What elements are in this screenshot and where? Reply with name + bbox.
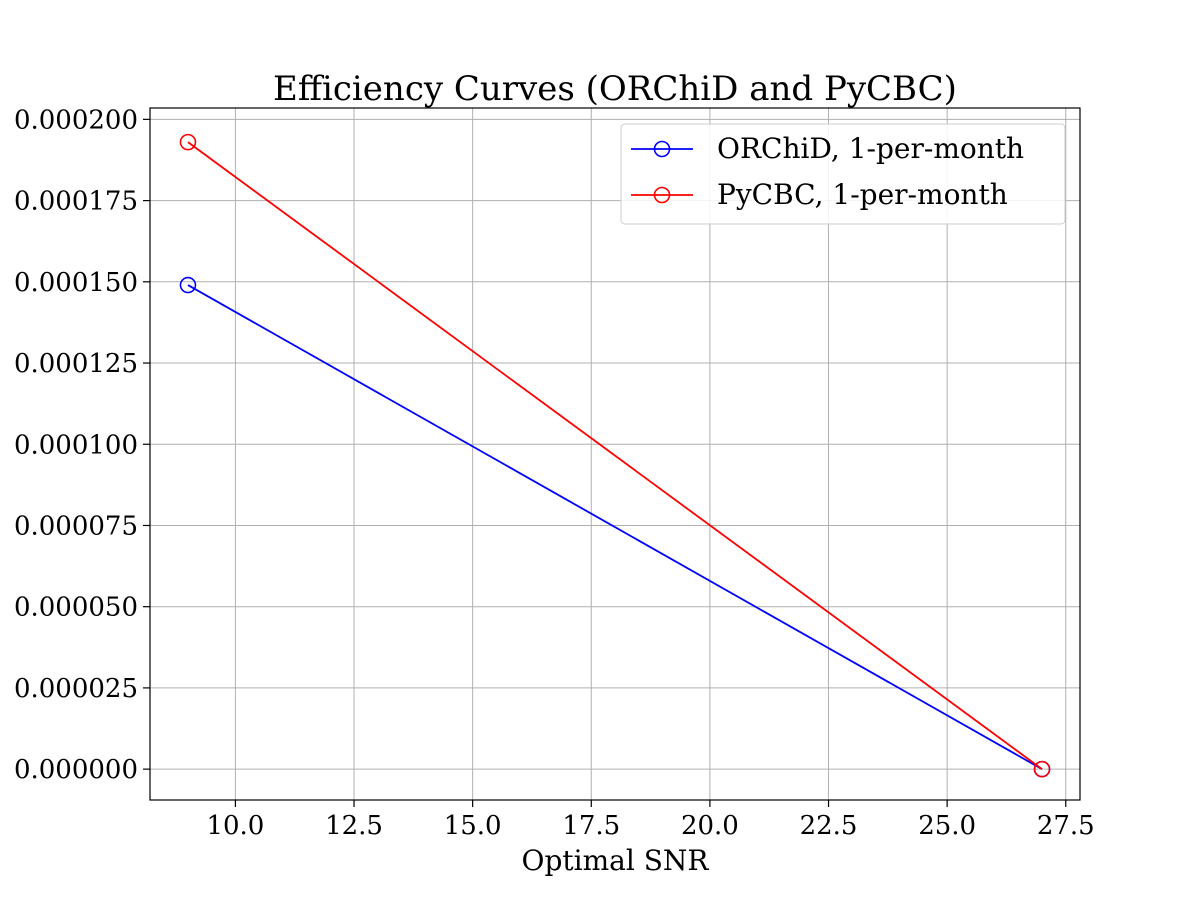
series-point <box>179 276 197 294</box>
series-group <box>179 133 1051 778</box>
x-tick-label: 27.5 <box>1037 811 1095 841</box>
grid <box>150 108 1080 800</box>
series-point <box>179 133 197 151</box>
chart-title: Efficiency Curves (ORChiD and PyCBC) <box>273 69 957 109</box>
x-axis-label: Optimal SNR <box>522 844 710 877</box>
y-tick-label: 0.000125 <box>14 349 138 379</box>
y-tick-label: 0.000150 <box>14 268 138 298</box>
y-tick-label: 0.000075 <box>14 511 138 541</box>
series-point <box>1033 760 1051 778</box>
x-tick-label: 15.0 <box>444 811 502 841</box>
x-tick-label: 22.5 <box>800 811 858 841</box>
y-tick-label: 0.000000 <box>14 755 138 785</box>
legend-box <box>620 123 1066 225</box>
legend-label: ORChiD, 1-per-month <box>717 132 1024 165</box>
x-tick-label: 20.0 <box>681 811 739 841</box>
x-tick-label: 12.5 <box>325 811 383 841</box>
legend-marker <box>653 140 671 158</box>
y-tick-label: 0.000200 <box>14 105 138 135</box>
legend: ORChiD, 1-per-month PyCBC, 1-per-month <box>620 123 1066 225</box>
x-tick-label: 10.0 <box>206 811 264 841</box>
y-tick-label: 0.000100 <box>14 430 138 460</box>
series-line <box>187 284 1043 770</box>
plot-frame <box>149 107 1081 801</box>
series-line <box>187 141 1043 770</box>
y-tick-label: 0.000050 <box>14 593 138 623</box>
legend-label: PyCBC, 1-per-month <box>717 178 1008 211</box>
y-tick-label: 0.000025 <box>14 674 138 704</box>
ticks: 10.0 12.5 15.0 17.5 20.0 22.5 25.0 27.5 0.000000… <box>14 105 1095 841</box>
y-tick-label: 0.000175 <box>14 187 138 217</box>
x-tick-label: 17.5 <box>562 811 620 841</box>
x-tick-label: 25.0 <box>918 811 976 841</box>
legend-marker <box>653 186 671 204</box>
